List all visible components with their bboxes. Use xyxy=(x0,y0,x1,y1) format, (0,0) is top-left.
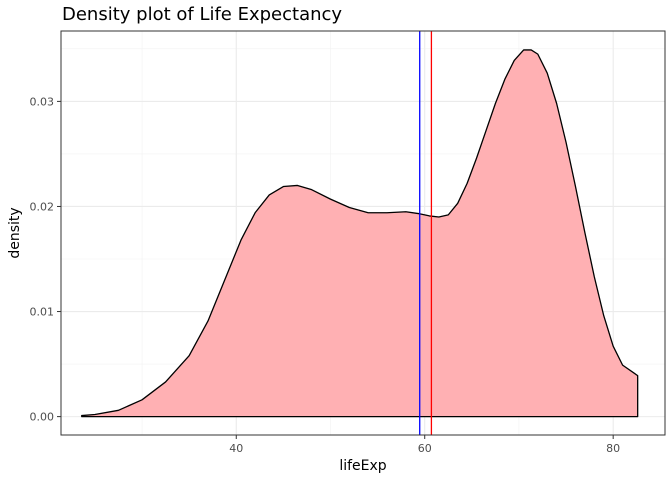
y-axis-title: density xyxy=(7,207,23,258)
y-tick-label: 0.01 xyxy=(30,306,55,319)
x-axis-title: lifeExp xyxy=(339,458,386,474)
x-tick-label: 80 xyxy=(606,442,620,455)
y-tick-label: 0.02 xyxy=(30,200,55,213)
x-tick-label: 60 xyxy=(418,442,432,455)
reference-lines xyxy=(419,31,433,435)
density-area xyxy=(81,49,639,418)
x-tick-label: 40 xyxy=(229,442,243,455)
panel-border xyxy=(60,30,666,436)
y-tick-label: 0.03 xyxy=(30,95,55,108)
y-axis: 0.00 0.01 0.02 0.03 xyxy=(30,95,61,424)
y-tick-label: 0.00 xyxy=(30,411,55,424)
x-axis: 40 60 80 xyxy=(229,435,620,455)
density-fill xyxy=(81,49,638,417)
density-outline xyxy=(81,49,639,418)
chart-title: Density plot of Life Expectancy xyxy=(62,4,342,25)
